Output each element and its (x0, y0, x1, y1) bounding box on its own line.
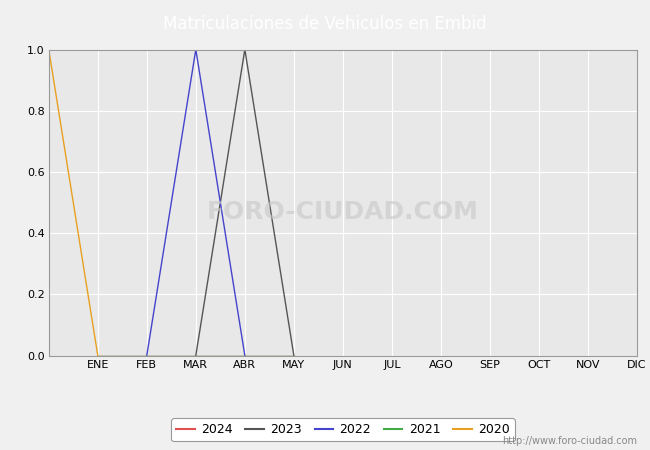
Text: FORO-CIUDAD.COM: FORO-CIUDAD.COM (207, 200, 479, 224)
Text: http://www.foro-ciudad.com: http://www.foro-ciudad.com (502, 436, 637, 446)
Legend: 2024, 2023, 2022, 2021, 2020: 2024, 2023, 2022, 2021, 2020 (171, 418, 515, 441)
Text: Matriculaciones de Vehiculos en Embid: Matriculaciones de Vehiculos en Embid (163, 14, 487, 33)
